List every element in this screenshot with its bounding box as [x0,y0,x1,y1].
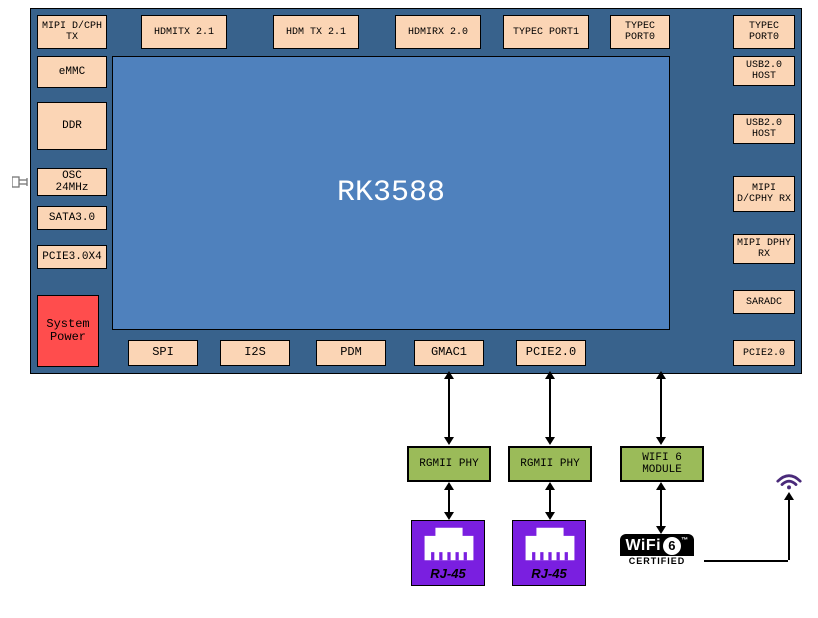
arrow-v-1 [549,379,551,437]
right-block-0-label: USB2.0 HOST [746,60,782,82]
system-power-label: System Power [46,318,89,344]
right-block-5: PCIE2.0 [733,340,795,366]
top-block-6-label: TYPEC PORT0 [749,21,779,43]
right-block-3-label: MIPI DPHY RX [737,238,791,260]
rj45-block-0: RJ-45 [411,520,485,586]
right-block-4-label: SARADC [746,297,782,308]
top-block-1-label: HDMITX 2.1 [154,27,214,38]
left-block-0-label: eMMC [59,66,85,78]
wifi-badge-bottom: CERTIFIED [620,556,694,566]
phy-block-0-label: RGMII PHY [419,458,478,470]
top-block-0-label: MIPI D/CPH TX [42,21,102,43]
top-block-6: TYPEC PORT0 [733,15,795,49]
left-block-0: eMMC [37,56,107,88]
right-block-5-label: PCIE2.0 [743,348,785,359]
wifi-certified-badge: WiFi6™ CERTIFIED [620,534,694,566]
top-block-1: HDMITX 2.1 [141,15,227,49]
top-block-5-label: TYPEC PORT0 [625,21,655,43]
arrow-v-0 [448,379,450,437]
soc-label: RK3588 [337,177,445,210]
bottom-block-1: I2S [220,340,290,366]
left-block-4: PCIE3.0X4 [37,245,107,269]
arrow-v-2 [660,379,662,437]
arrow-v-3 [448,490,450,512]
left-block-4-label: PCIE3.0X4 [42,251,101,263]
phy-block-2: WIFI 6 MODULE [620,446,704,482]
bottom-block-0-label: SPI [152,346,174,359]
rj45-label-0: RJ-45 [412,566,484,581]
top-block-5: TYPEC PORT0 [610,15,670,49]
right-block-3: MIPI DPHY RX [733,234,795,264]
bottom-block-4: PCIE2.0 [516,340,586,366]
wifi-badge-text: WiFi [625,537,661,554]
top-block-3-label: HDMIRX 2.0 [408,27,468,38]
bottom-block-3-label: GMAC1 [431,346,467,359]
right-block-1-label: USB2.0 HOST [746,118,782,140]
phy-block-2-label: WIFI 6 MODULE [642,452,682,476]
top-block-2-label: HDM TX 2.1 [286,27,346,38]
left-block-1: DDR [37,102,107,150]
right-block-4: SARADC [733,290,795,314]
phy-block-1-label: RGMII PHY [520,458,579,470]
arrow-v-5 [660,490,662,526]
right-block-1: USB2.0 HOST [733,114,795,144]
left-block-3: SATA3.0 [37,206,107,230]
bottom-block-1-label: I2S [244,346,266,359]
top-block-4-label: TYPEC PORT1 [513,27,579,38]
phy-block-1: RGMII PHY [508,446,592,482]
top-block-0: MIPI D/CPH TX [37,15,107,49]
system-power-block: System Power [37,295,99,367]
top-block-4: TYPEC PORT1 [503,15,589,49]
wifi-badge-top: WiFi6™ [620,534,694,556]
right-block-2-label: MIPI D/CPHY RX [737,183,791,205]
wifi-badge-six: 6 [663,537,681,555]
bottom-block-2: PDM [316,340,386,366]
bottom-block-4-label: PCIE2.0 [526,346,576,359]
rj45-block-1: RJ-45 [512,520,586,586]
left-block-1-label: DDR [62,120,82,132]
left-block-2-label: OSC 24MHz [55,170,88,194]
top-block-2: HDM TX 2.1 [273,15,359,49]
bottom-block-0: SPI [128,340,198,366]
bottom-block-3: GMAC1 [414,340,484,366]
soc-block: RK3588 [112,56,670,330]
left-block-2: OSC 24MHz [37,168,107,196]
right-block-0: USB2.0 HOST [733,56,795,86]
phy-block-0: RGMII PHY [407,446,491,482]
wifi-link-vert [788,500,790,560]
right-block-2: MIPI D/CPHY RX [733,176,795,212]
osc-pin-icon [12,170,32,194]
arrow-v-4 [549,490,551,512]
bottom-block-2-label: PDM [340,346,362,359]
top-block-3: HDMIRX 2.0 [395,15,481,49]
left-block-3-label: SATA3.0 [49,212,95,224]
wifi-waves-icon [775,470,803,490]
wifi-link-horiz [704,560,788,562]
rj45-label-1: RJ-45 [513,566,585,581]
